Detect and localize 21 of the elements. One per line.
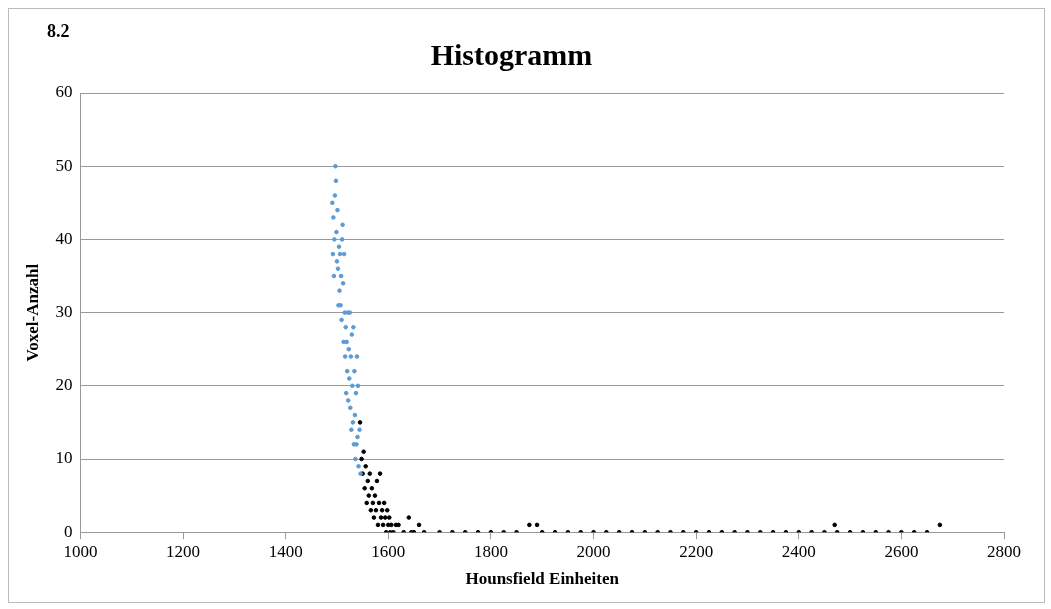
x-tick-label: 2800 [987, 541, 1021, 561]
y-axis-title: Voxel-Anzahl [22, 263, 42, 362]
text: 8.2 [47, 21, 70, 42]
y-tick-label: 0 [63, 521, 73, 541]
y-tick-label: 40 [55, 228, 73, 248]
x-tick-label: 1000 [63, 541, 98, 561]
x-tick-label: 2000 [576, 541, 611, 561]
x-tick-label: 1200 [166, 541, 201, 561]
y-tick-label: 10 [55, 448, 73, 468]
y-tick-label: 30 [55, 302, 73, 322]
y-tick-label: 50 [55, 155, 73, 175]
x-tick-label: 2400 [781, 541, 816, 561]
chart-title: Histogramm [430, 37, 593, 71]
x-tick-label: 1800 [473, 541, 508, 561]
x-axis-title: Hounsfield Einheiten [465, 569, 620, 589]
x-tick-label: 1600 [371, 541, 406, 561]
x-tick-label: 1400 [268, 541, 303, 561]
y-tick-label: 60 [55, 82, 73, 102]
x-tick-label: 2600 [884, 541, 919, 561]
y-tick-label: 20 [55, 375, 73, 395]
x-tick-label: 2200 [679, 541, 714, 561]
